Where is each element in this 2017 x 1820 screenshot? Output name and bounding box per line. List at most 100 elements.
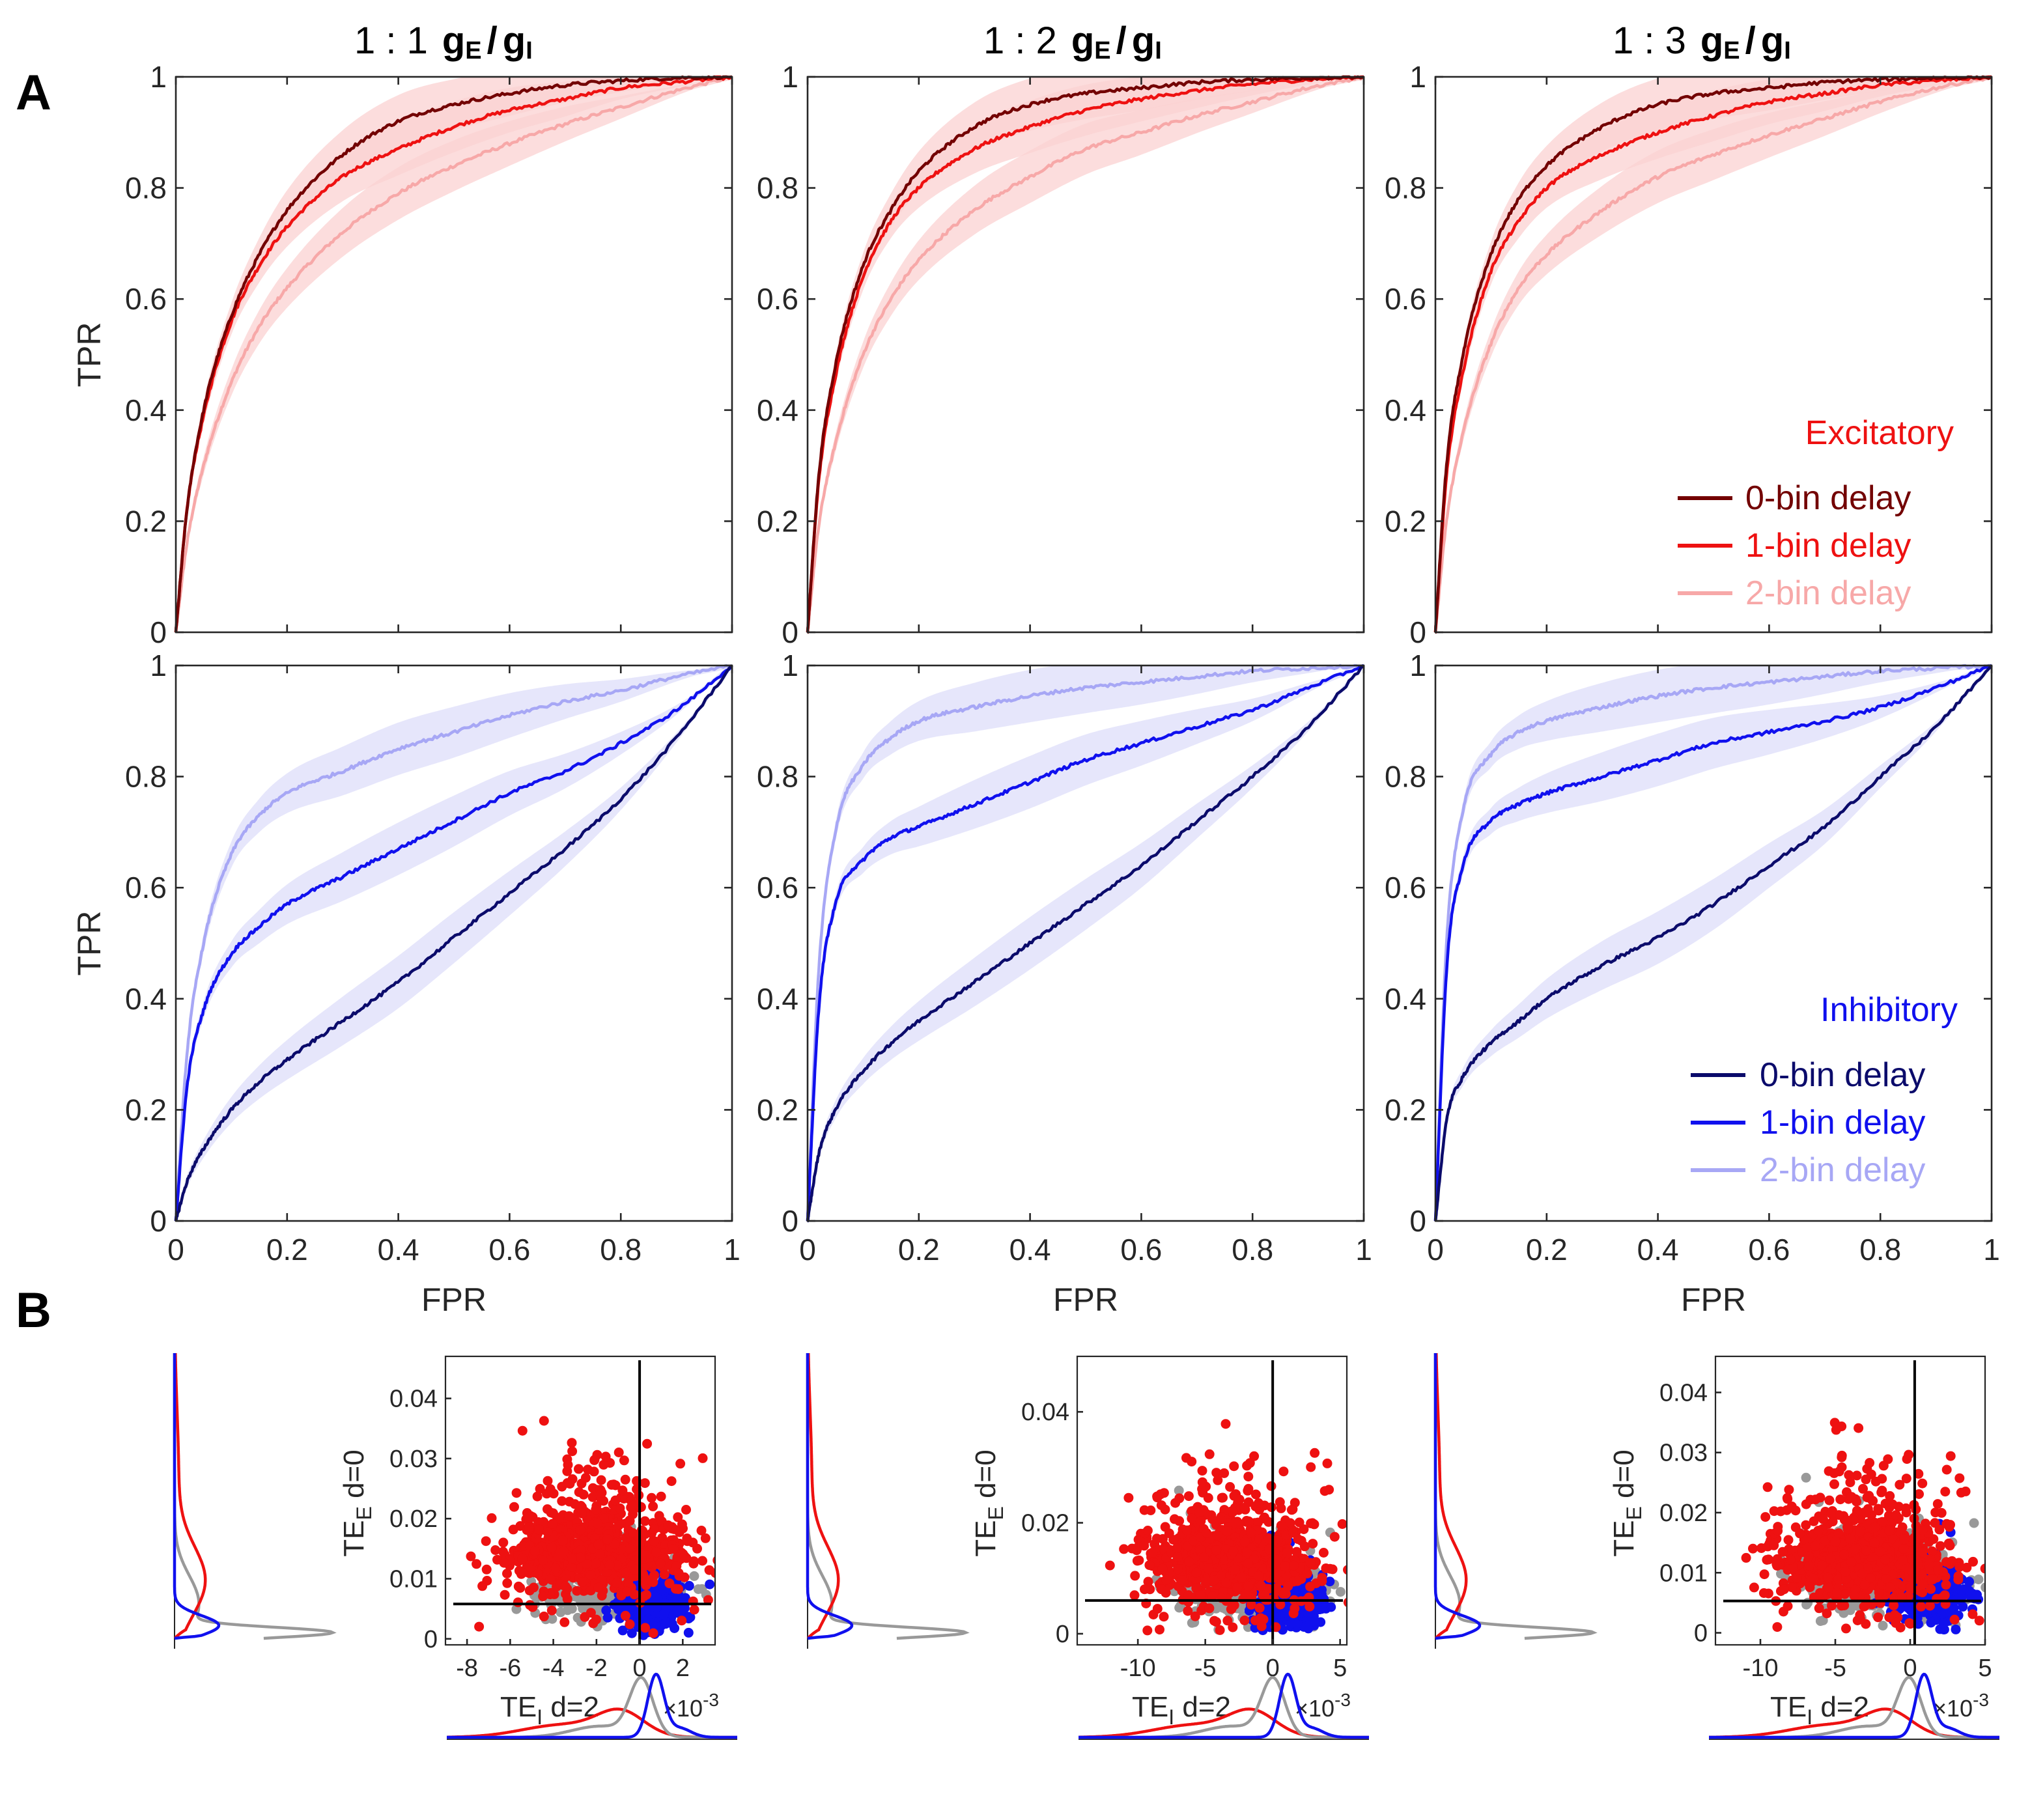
point-red (1228, 1507, 1238, 1517)
axis-frame (175, 664, 733, 1222)
point-red (513, 1597, 523, 1608)
point-red (1140, 1584, 1150, 1595)
point-red (1254, 1498, 1263, 1508)
point-blue (1938, 1618, 1949, 1629)
point-red (1827, 1601, 1837, 1611)
y-tick-label: 0 (424, 1626, 438, 1653)
point-red (1226, 1604, 1237, 1614)
point-red (508, 1524, 518, 1535)
x-tick-label: 1 (1355, 1233, 1372, 1267)
point-red (1143, 1576, 1153, 1587)
point-gray (1352, 1575, 1362, 1584)
point-red (1258, 1563, 1269, 1574)
y-tick-label: 0 (150, 615, 167, 649)
x-axis-label: FPR (1681, 1281, 1746, 1318)
point-red (1266, 1481, 1276, 1491)
point-red (648, 1628, 658, 1638)
label-sub: I (537, 1705, 543, 1729)
point-red (1197, 1477, 1207, 1487)
point-red (703, 1595, 713, 1605)
x-tick-label: 0.6 (488, 1233, 530, 1267)
y-tick-label: 0.8 (125, 171, 167, 205)
legend-exc-label-0: 0-bin delay (1745, 479, 1911, 517)
point-red (502, 1569, 512, 1578)
point-red (673, 1568, 684, 1578)
point-red (1246, 1528, 1256, 1538)
point-red (1196, 1516, 1206, 1526)
point-red (585, 1608, 596, 1618)
point-red (689, 1604, 699, 1615)
point-red (1308, 1539, 1318, 1549)
point-red (1151, 1533, 1162, 1544)
y-tick-label: 0.8 (125, 760, 167, 794)
point-red (1289, 1560, 1299, 1571)
y-tick-label: 0.04 (389, 1386, 438, 1413)
point-red (674, 1527, 684, 1537)
point-red (1273, 1555, 1283, 1565)
y-tick-label: 0.4 (125, 393, 167, 427)
point-red (651, 1547, 662, 1558)
point-red (698, 1453, 708, 1463)
point-blue (1286, 1619, 1296, 1629)
point-red (1256, 1580, 1266, 1591)
point-red (1256, 1613, 1266, 1623)
series-line-2-bin-delay (174, 664, 733, 1222)
point-red (543, 1476, 553, 1486)
point-red (1760, 1512, 1771, 1522)
point-red (1202, 1509, 1212, 1519)
point-red (1170, 1514, 1179, 1524)
point-blue (1273, 1608, 1282, 1618)
legend-exc-title: Excitatory (1805, 414, 1954, 452)
series-line-1-bin-delay (1433, 75, 1992, 633)
point-red (657, 1533, 668, 1543)
point-red (1305, 1582, 1316, 1592)
point-red (562, 1478, 572, 1488)
point-red (1219, 1468, 1230, 1478)
point-red (1280, 1561, 1290, 1571)
point-blue (644, 1604, 654, 1615)
point-red (1228, 1622, 1238, 1632)
point-blue (705, 1579, 715, 1589)
y-axis-label: TEE d=0 (338, 1449, 376, 1556)
x-tick-label: -2 (585, 1655, 608, 1682)
axis-frame (444, 1355, 716, 1646)
point-red (1189, 1535, 1198, 1546)
point-red (599, 1459, 609, 1470)
point-red (1337, 1519, 1347, 1529)
point-red (1926, 1584, 1936, 1594)
point-red (1901, 1474, 1911, 1484)
x-tick-label: -6 (499, 1655, 521, 1682)
x-axis-label: FPR (1053, 1281, 1118, 1318)
y-tick-label: 0.6 (1385, 282, 1426, 316)
point-red (1212, 1530, 1222, 1541)
point-red (1191, 1567, 1202, 1578)
point-red (1139, 1505, 1150, 1515)
y-tick-label: 0.4 (1385, 393, 1426, 427)
point-red (1243, 1558, 1253, 1569)
exp-power: -3 (703, 1690, 719, 1710)
point-red (1276, 1520, 1286, 1531)
points-layer (1105, 1419, 1362, 1636)
point-red (1204, 1563, 1214, 1574)
x-tick-label: 0 (633, 1655, 647, 1682)
point-red (474, 1621, 485, 1632)
col-title-2: 1 : 2 gE / gI (983, 20, 1162, 64)
series-line-1-bin-delay (806, 664, 1364, 1222)
label-main: TE (1132, 1691, 1168, 1723)
y-tick-label: 0.6 (757, 282, 798, 316)
x-axis-label: FPR (421, 1281, 487, 1318)
point-red (559, 1546, 569, 1556)
point-red (656, 1491, 666, 1502)
point-red (640, 1529, 650, 1539)
point-blue (1964, 1586, 1975, 1596)
point-red (560, 1581, 571, 1591)
point-red (1282, 1548, 1292, 1558)
point-red (1222, 1526, 1232, 1537)
point-red (1283, 1581, 1293, 1591)
y-tick-label: 0.04 (1021, 1399, 1069, 1426)
point-red (591, 1558, 601, 1569)
label-sub: E (352, 1506, 376, 1520)
point-red (533, 1569, 543, 1579)
point-red (1172, 1543, 1182, 1554)
y-tick-label: 1 (1409, 649, 1426, 682)
